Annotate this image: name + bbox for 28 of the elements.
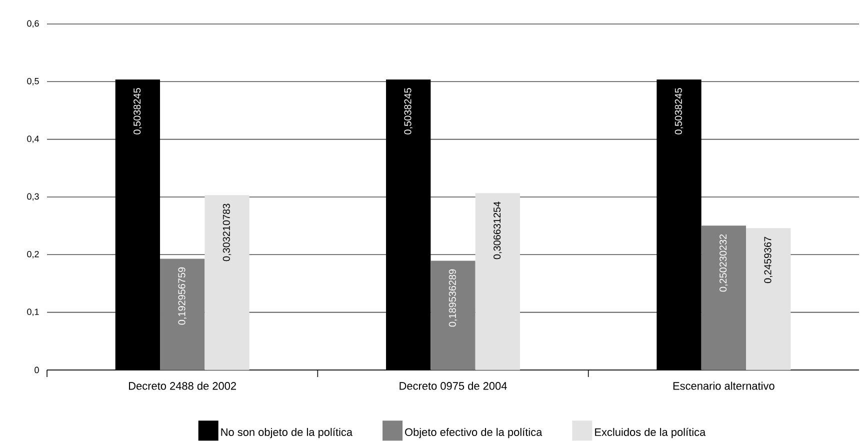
x-tick-label: Decreto 0975 de 2004 [400,382,507,390]
bar [701,226,746,370]
bar [430,260,476,370]
x-tick-label: Decreto 2488 de 2002 [129,382,236,390]
data-label: 0,250230232 [720,234,728,292]
y-tick-label: 0,4 [27,136,39,144]
data-label: 0,5038245 [674,88,684,134]
legend-label: Objeto efectivo de la política [405,428,542,438]
legend-label: No son objeto de la política [221,428,353,438]
bar [160,258,205,370]
y-tick-label: 0,3 [27,193,39,201]
y-tick-label: 0,6 [27,20,39,28]
y-tick-label: 0,5 [27,78,39,86]
y-tick-label: 0,2 [27,250,39,258]
data-label: 0,189536289 [448,269,458,327]
data-label: 0,306631254 [494,202,502,260]
y-tick-label: 0 [34,366,39,374]
bar [746,228,791,370]
data-label: 0,5038245 [404,88,412,134]
bar [475,193,520,370]
data-label: 0,303210783 [222,204,232,262]
y-tick-label: 0,1 [27,308,39,316]
data-label: 0,5038245 [134,88,142,134]
x-tick-label: Escenario alternativo [673,382,774,390]
data-label: 0,2459367 [764,236,772,284]
data-label: 0,192956759 [178,267,186,325]
bar [204,195,250,370]
legend-label: Excluidos de la política [595,428,706,438]
